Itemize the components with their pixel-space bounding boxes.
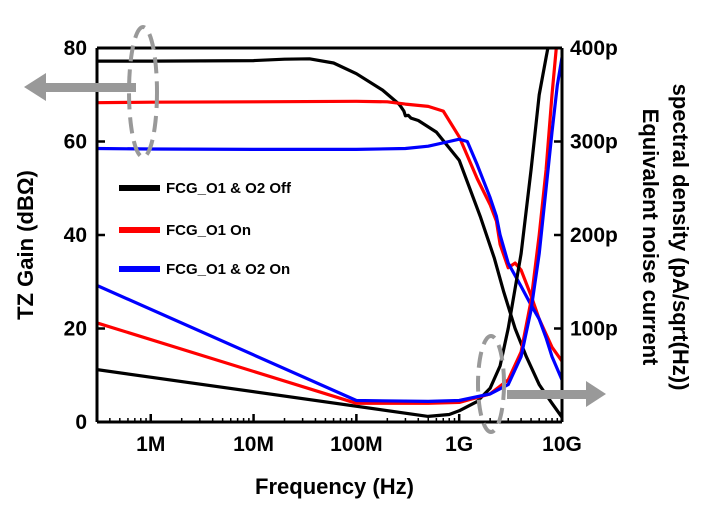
series-line-noise-fcg-o1-on (97, 48, 558, 405)
legend-label: FCG_O1 & O2 On (166, 261, 290, 278)
legend-label: FCG_O1 On (166, 222, 251, 239)
ticks-layer: 1M 10M 100M 1G 10G 0 20 40 60 80 100p 200p 300p 400p (64, 37, 618, 456)
series-line-noise-fcg-o1-o2-off (97, 48, 550, 418)
y-right-axis-title-line: Equivalent noise current (638, 109, 663, 366)
y-right-tick-label: 300p (570, 131, 618, 154)
series-line-gain-fcg-o1-o2-off (97, 57, 562, 419)
left-dashed-ellipse (127, 25, 159, 159)
legend: FCG_O1 & O2 Off FCG_O1 On FCG_O1 & O2 On (119, 180, 292, 278)
y-left-tick-label: 60 (64, 131, 87, 154)
y-right-tick-label: 200p (570, 224, 618, 247)
series-line-gain-fcg-o1-on (97, 99, 562, 363)
annotations (24, 25, 606, 434)
y-right-tick-label: 100p (570, 318, 618, 341)
x-tick-label: 1M (136, 433, 165, 456)
x-tick-label: 10M (233, 433, 274, 456)
x-axis-title: Frequency (Hz) (255, 474, 414, 499)
y-right-tick-label: 400p (570, 37, 618, 60)
legend-label: FCG_O1 & O2 Off (166, 180, 292, 197)
labels-layer: Frequency (Hz) TZ Gain (dBΩ) Equivalent no… (13, 84, 693, 499)
y-right-axis-title-line: spectral density (pA/sqrt(Hz)) (668, 84, 693, 391)
y-left-tick-label: 80 (64, 37, 87, 60)
series-layer (97, 48, 562, 419)
series-line-gain-fcg-o1-o2-on (97, 137, 562, 382)
right-dashed-ellipse (476, 334, 506, 434)
left-arrow-shaft (40, 83, 136, 92)
x-tick-label: 1G (445, 433, 473, 456)
y-left-tick-label: 20 (64, 318, 87, 341)
x-tick-label: 100M (330, 433, 383, 456)
y-left-axis-title: TZ Gain (dBΩ) (13, 170, 38, 320)
series-line-noise-fcg-o1-o2-on (97, 55, 562, 403)
right-arrow-shaft (507, 390, 591, 399)
y-left-tick-label: 0 (75, 411, 87, 434)
left-arrow-head (24, 73, 46, 101)
y-left-tick-label: 40 (64, 224, 87, 247)
x-tick-label: 10G (542, 433, 582, 456)
right-arrow-head (586, 381, 606, 407)
